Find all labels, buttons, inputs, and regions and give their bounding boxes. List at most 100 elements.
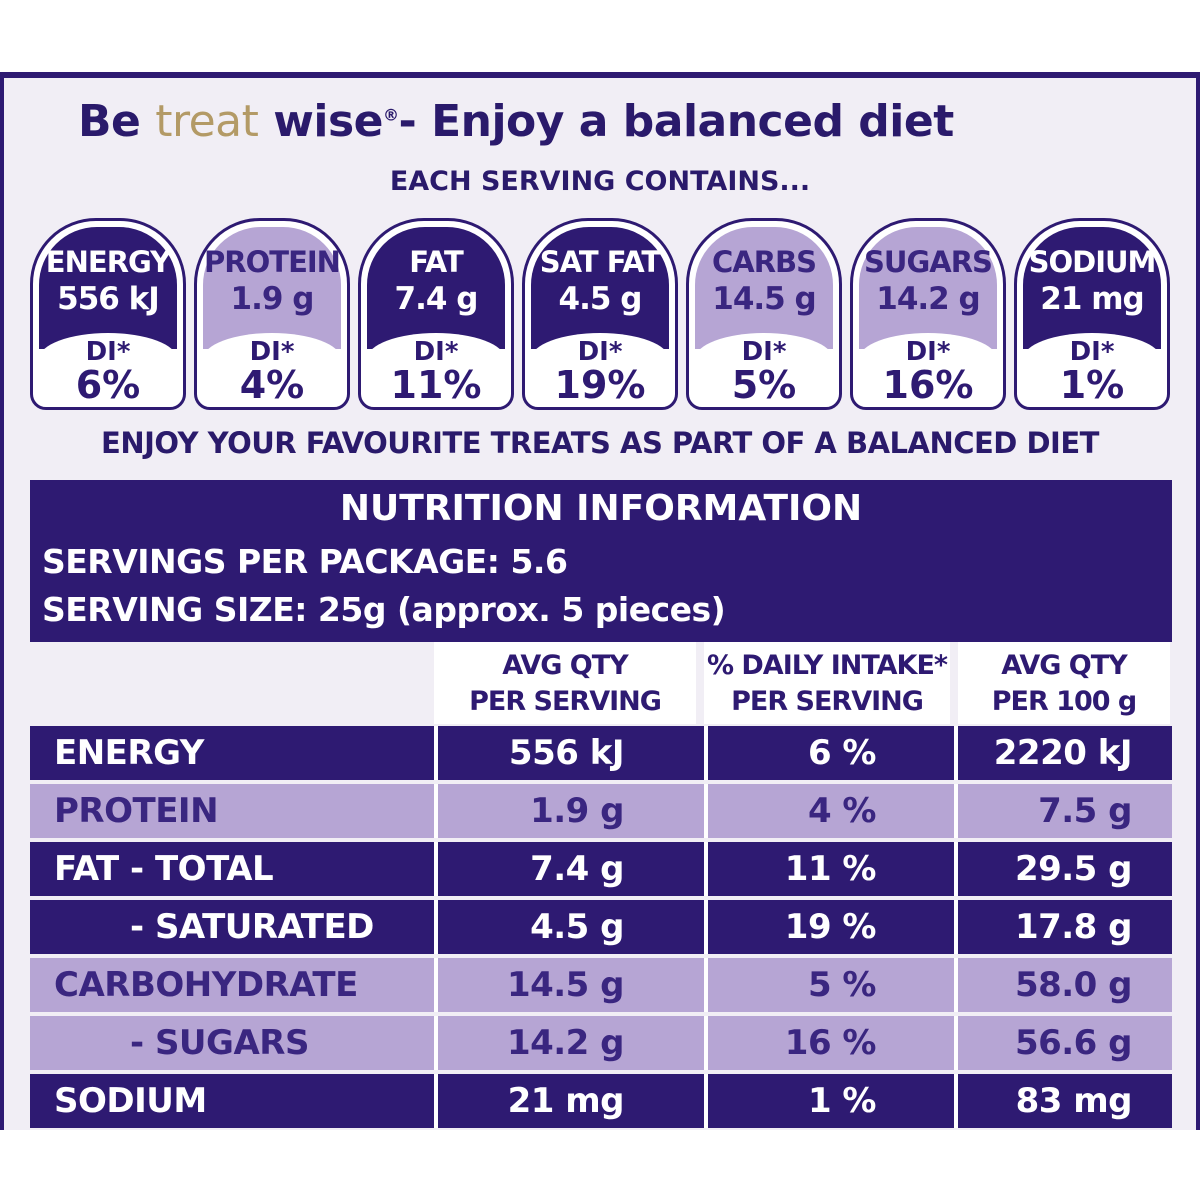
table-row-energy: ENERGY 556 kJ 6 % 2220 kJ [30, 726, 1172, 780]
badge-bottom: DI* 5% [695, 333, 833, 407]
column-header-line: AVG QTY [1001, 650, 1127, 681]
badge-name: SODIUM [1028, 245, 1157, 279]
column-header-per-100g: AVG QTY PER 100 g [958, 642, 1170, 724]
column-header-line: PER 100 g [991, 686, 1138, 717]
row-daily-intake: 11 % [704, 842, 954, 896]
row-nutrient: - SUGARS [130, 1023, 309, 1063]
column-header-line: PER SERVING [469, 686, 662, 717]
badge-amount: 4.5 g [558, 281, 643, 317]
headline-treat: treat [155, 96, 259, 147]
row-per-100g: 7.5 g [954, 784, 1172, 838]
badge-bottom: DI* 11% [367, 333, 505, 407]
badge-di-percent: 6% [75, 363, 141, 407]
table-row-protein: PROTEIN 1.9 g 4 % 7.5 g [30, 784, 1172, 838]
row-nutrient: - SATURATED [130, 907, 374, 947]
row-per-serving: 1.9 g [434, 784, 700, 838]
badge-sodium: SODIUM 21 mg DI* 1% [1014, 218, 1170, 410]
column-header-line: PER SERVING [731, 686, 924, 717]
row-daily-intake: 6 % [704, 726, 954, 780]
badge-di-label: DI* [577, 337, 623, 367]
row-per-100g: 2220 kJ [954, 726, 1172, 780]
badge-top: ENERGY 556 kJ [39, 227, 177, 349]
badge-protein: PROTEIN 1.9 g DI* 4% [194, 218, 350, 410]
headline: Be treat wise®- Enjoy a balanced diet [78, 96, 954, 147]
badge-fat: FAT 7.4 g DI* 11% [358, 218, 514, 410]
row-per-100g: 29.5 g [954, 842, 1172, 896]
badge-di-percent: 4% [239, 363, 305, 407]
row-per-100g: 56.6 g [954, 1016, 1172, 1070]
badge-di-label: DI* [249, 337, 295, 367]
row-daily-intake: 5 % [704, 958, 954, 1012]
row-per-serving: 21 mg [434, 1074, 700, 1128]
column-header-per-serving: AVG QTY PER SERVING [434, 642, 696, 724]
badge-name: CARBS [711, 245, 817, 279]
badge-di-percent: 1% [1059, 363, 1125, 407]
badge-di-label: DI* [413, 337, 459, 367]
registered-mark: ® [382, 105, 399, 125]
table-row-sodium: SODIUM 21 mg 1 % 83 mg [30, 1074, 1172, 1128]
badge-amount: 21 mg [1040, 281, 1144, 317]
badge-amount: 14.2 g [876, 281, 980, 317]
badge-di-label: DI* [85, 337, 131, 367]
column-header-line: % DAILY INTAKE* [706, 650, 948, 681]
subhead: EACH SERVING CONTAINS... [389, 166, 811, 197]
badge-top: SUGARS 14.2 g [859, 227, 997, 349]
badge-amount: 7.4 g [394, 281, 479, 317]
badge-name: SUGARS [864, 245, 993, 279]
table-row-carbohydrate: CARBOHYDRATE 14.5 g 5 % 58.0 g [30, 958, 1172, 1012]
nutrition-table: ENERGY 556 kJ 6 % 2220 kJ PROTEIN 1.9 g … [30, 726, 1172, 1132]
badge-name: ENERGY [45, 245, 171, 279]
row-per-serving: 14.2 g [434, 1016, 700, 1070]
row-daily-intake: 1 % [704, 1074, 954, 1128]
row-nutrient: CARBOHYDRATE [54, 965, 358, 1005]
row-nutrient: SODIUM [54, 1081, 207, 1121]
badge-di-percent: 11% [390, 363, 482, 407]
badge-bottom: DI* 16% [859, 333, 997, 407]
row-per-100g: 58.0 g [954, 958, 1172, 1012]
nutrition-title: NUTRITION INFORMATION [339, 488, 863, 529]
row-per-serving: 4.5 g [434, 900, 700, 954]
tagline: ENJOY YOUR FAVOURITE TREATS AS PART OF A… [101, 426, 1099, 460]
badge-di-percent: 5% [731, 363, 797, 407]
badge-bottom: DI* 4% [203, 333, 341, 407]
row-per-serving: 556 kJ [434, 726, 700, 780]
badge-carbs: CARBS 14.5 g DI* 5% [686, 218, 842, 410]
badge-energy: ENERGY 556 kJ DI* 6% [30, 218, 186, 410]
badge-sat-fat: SAT FAT 4.5 g DI* 19% [522, 218, 678, 410]
servings-per-package: SERVINGS PER PACKAGE: 5.6 [42, 542, 568, 581]
nutrition-information-header: NUTRITION INFORMATION SERVINGS PER PACKA… [30, 480, 1172, 642]
badge-name: SAT FAT [539, 245, 661, 279]
column-header-line: AVG QTY [502, 650, 628, 681]
row-per-serving: 7.4 g [434, 842, 700, 896]
daily-intake-badges: ENERGY 556 kJ DI* 6% PROTEIN 1.9 g DI* 4… [30, 218, 1170, 412]
row-nutrient: ENERGY [54, 733, 204, 773]
badge-bottom: DI* 6% [39, 333, 177, 407]
badge-top: SODIUM 21 mg [1023, 227, 1161, 349]
row-daily-intake: 16 % [704, 1016, 954, 1070]
row-per-100g: 17.8 g [954, 900, 1172, 954]
badge-bottom: DI* 19% [531, 333, 669, 404]
badge-amount: 1.9 g [230, 281, 315, 317]
headline-wise: wise [273, 96, 383, 147]
badge-di-label: DI* [1069, 337, 1115, 367]
headline-be: Be [78, 96, 141, 147]
headline-rest: - Enjoy a balanced diet [398, 96, 954, 147]
badge-name: PROTEIN [204, 245, 341, 279]
column-header-daily-intake: % DAILY INTAKE* PER SERVING [704, 642, 950, 724]
badge-top: PROTEIN 1.9 g [203, 227, 341, 349]
badge-amount: 556 kJ [57, 281, 160, 317]
table-row-fat-total: FAT - TOTAL 7.4 g 11 % 29.5 g [30, 842, 1172, 896]
badge-top: CARBS 14.5 g [695, 227, 833, 349]
row-daily-intake: 4 % [704, 784, 954, 838]
row-per-100g: 83 mg [954, 1074, 1172, 1128]
badge-bottom: DI* 1% [1023, 333, 1161, 407]
serving-size: SERVING SIZE: 25g (approx. 5 pieces) [42, 590, 726, 629]
badge-name: FAT [409, 245, 463, 279]
badge-top: FAT 7.4 g [367, 227, 505, 349]
badge-di-percent: 16% [882, 363, 974, 407]
row-daily-intake: 19 % [704, 900, 954, 954]
badge-amount: 14.5 g [712, 281, 816, 317]
row-nutrient: PROTEIN [54, 791, 219, 831]
badge-di-label: DI* [741, 337, 787, 367]
row-nutrient: FAT - TOTAL [54, 849, 274, 889]
